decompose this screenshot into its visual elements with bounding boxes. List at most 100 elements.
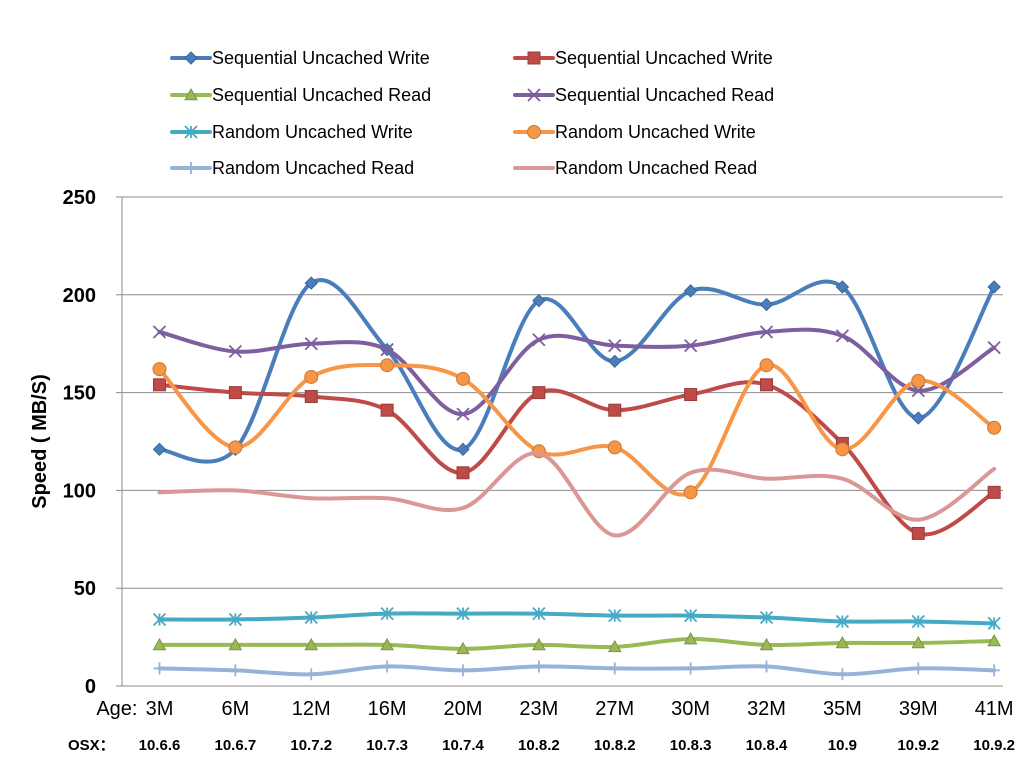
- data-point: [835, 442, 850, 457]
- data-point: [380, 358, 395, 373]
- series-4: [152, 325, 1001, 421]
- legend-item: Random Uncached Read: [170, 158, 414, 178]
- data-point: [532, 293, 546, 308]
- osx-version-label: 10.8.2: [594, 737, 636, 754]
- data-point: [759, 637, 774, 651]
- x-tick-label: 12M: [292, 698, 331, 720]
- legend-label: Random Uncached Write: [555, 122, 756, 142]
- data-point: [532, 386, 546, 400]
- legend-item: Random Uncached Read: [513, 158, 757, 178]
- legend-item: Sequential Uncached Read: [170, 85, 431, 105]
- data-point: [759, 297, 774, 312]
- series-line: [157, 278, 997, 464]
- series-2: [152, 378, 1001, 540]
- legend-marker: [184, 125, 198, 139]
- data-point: [457, 664, 470, 677]
- data-point: [608, 339, 622, 353]
- data-point: [911, 526, 925, 540]
- series-line: [157, 611, 997, 626]
- data-point: [380, 637, 394, 651]
- legend-label: Random Uncached Read: [555, 158, 757, 178]
- data-point: [532, 333, 546, 347]
- osx-version-label: 10.9.2: [897, 737, 939, 754]
- data-point: [835, 614, 850, 629]
- osx-version-label: 10.8.2: [518, 737, 560, 754]
- osx-version-label: 10.9: [828, 737, 857, 754]
- series-line: [157, 451, 997, 538]
- legend-marker: [527, 51, 541, 65]
- x-tick-label: 41M: [975, 698, 1014, 720]
- y-tick-label: 150: [63, 383, 96, 405]
- legend-item: Sequential Uncached Read: [513, 85, 774, 105]
- data-point: [456, 371, 471, 386]
- series-8: [157, 451, 997, 538]
- legend-label: Random Uncached Read: [212, 158, 414, 178]
- data-point: [987, 280, 1001, 294]
- data-point: [152, 612, 167, 627]
- x-tick-label: 30M: [671, 698, 710, 720]
- data-point: [608, 403, 622, 417]
- data-point: [987, 633, 1002, 647]
- series-line: [157, 637, 997, 651]
- data-point: [152, 442, 167, 457]
- legend-marker: [184, 51, 198, 65]
- legend-marker: [527, 88, 541, 102]
- legend-label: Sequential Uncached Read: [555, 85, 774, 105]
- data-point: [987, 616, 1001, 631]
- osx-version-label: 10.9.2: [973, 737, 1015, 754]
- data-point: [456, 442, 470, 457]
- data-point: [911, 635, 926, 649]
- data-point: [304, 390, 318, 404]
- osx-version-label: 10.8.3: [670, 737, 712, 754]
- legend-label: Sequential Uncached Write: [555, 48, 773, 68]
- data-point: [304, 637, 319, 651]
- data-point: [760, 378, 774, 392]
- data-point: [608, 662, 621, 675]
- data-point: [153, 662, 166, 675]
- data-point: [684, 339, 698, 353]
- data-point: [912, 662, 925, 675]
- data-point: [835, 329, 850, 343]
- data-point: [987, 340, 1001, 355]
- series-line: [157, 362, 997, 497]
- y-tick-label: 50: [74, 578, 96, 600]
- y-tick-label: 200: [63, 285, 96, 307]
- data-point: [759, 325, 774, 339]
- osx-version-label: 10.6.7: [215, 737, 257, 754]
- data-point: [608, 354, 622, 369]
- series-line: [157, 664, 997, 677]
- legend-marker: [527, 125, 541, 139]
- x-axis-prefix-label: Age:: [96, 698, 137, 720]
- legend-item: Random Uncached Write: [513, 122, 756, 142]
- data-point: [911, 373, 926, 388]
- data-point: [304, 337, 318, 351]
- osx-version-label: 10.7.3: [366, 737, 408, 754]
- data-point: [152, 362, 167, 377]
- data-point: [304, 610, 318, 625]
- data-point: [836, 668, 849, 681]
- legend-item: Random Uncached Write: [170, 122, 413, 142]
- series-3: [152, 632, 1002, 655]
- x-tick-label: 16M: [368, 698, 407, 720]
- data-point: [304, 369, 319, 384]
- data-point: [228, 344, 243, 359]
- osx-version-label: 10.7.4: [442, 737, 484, 754]
- data-point: [607, 440, 622, 455]
- data-point: [152, 637, 167, 651]
- legend-marker: [184, 87, 198, 101]
- data-point: [228, 386, 242, 400]
- data-point: [835, 635, 850, 649]
- data-point: [684, 388, 698, 402]
- data-point: [532, 637, 546, 651]
- data-point: [759, 358, 774, 373]
- legend-marker: [185, 162, 197, 174]
- legend-item: Sequential Uncached Write: [170, 48, 430, 68]
- data-point: [684, 662, 697, 675]
- data-point: [532, 660, 545, 673]
- y-tick-label: 250: [63, 187, 96, 209]
- x-tick-label: 32M: [747, 698, 786, 720]
- data-point: [683, 485, 698, 500]
- data-point: [456, 466, 470, 480]
